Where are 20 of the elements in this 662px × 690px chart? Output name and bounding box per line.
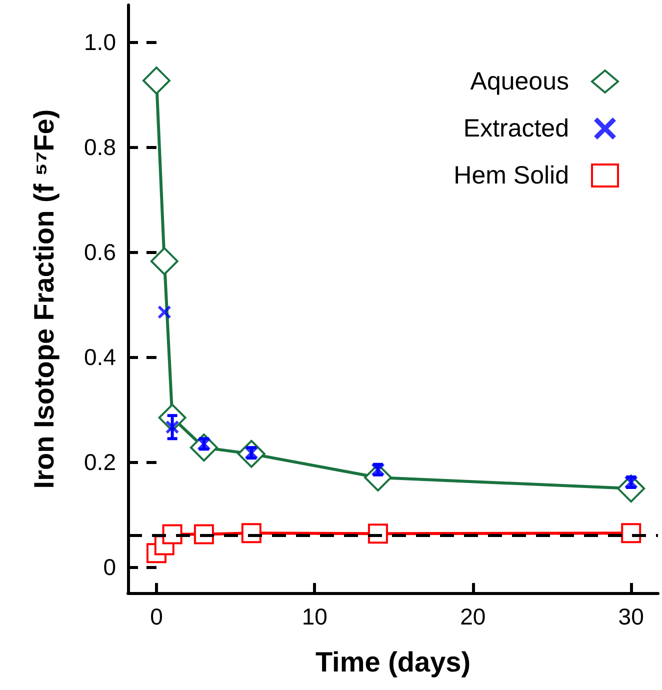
x-tick-label: 0 xyxy=(150,604,163,630)
y-tick-label: 0.6 xyxy=(84,238,116,265)
legend-label: Hem Solid xyxy=(454,162,569,190)
legend-label: Aqueous xyxy=(470,68,569,96)
x-tick-label: 30 xyxy=(618,604,644,630)
x-axis-title: Time (days) xyxy=(315,646,471,678)
point xyxy=(158,306,171,319)
y-tick-label: 0 xyxy=(103,554,116,580)
y-tick-label: 1.0 xyxy=(84,28,116,55)
y-tick-label: 0.4 xyxy=(84,344,116,370)
legend-label: Extracted xyxy=(463,114,569,142)
point xyxy=(621,523,642,544)
x-tick-label: 10 xyxy=(302,604,328,630)
y-tick-label: 0.2 xyxy=(84,448,116,475)
point xyxy=(162,524,182,544)
y-tick-label: 0.8 xyxy=(84,134,116,160)
x-tick-label: 20 xyxy=(460,604,486,630)
point xyxy=(142,66,170,95)
point xyxy=(150,247,178,276)
y-axis-title: Iron Isotope Fraction (f ⁵⁷Fe) xyxy=(28,109,60,489)
